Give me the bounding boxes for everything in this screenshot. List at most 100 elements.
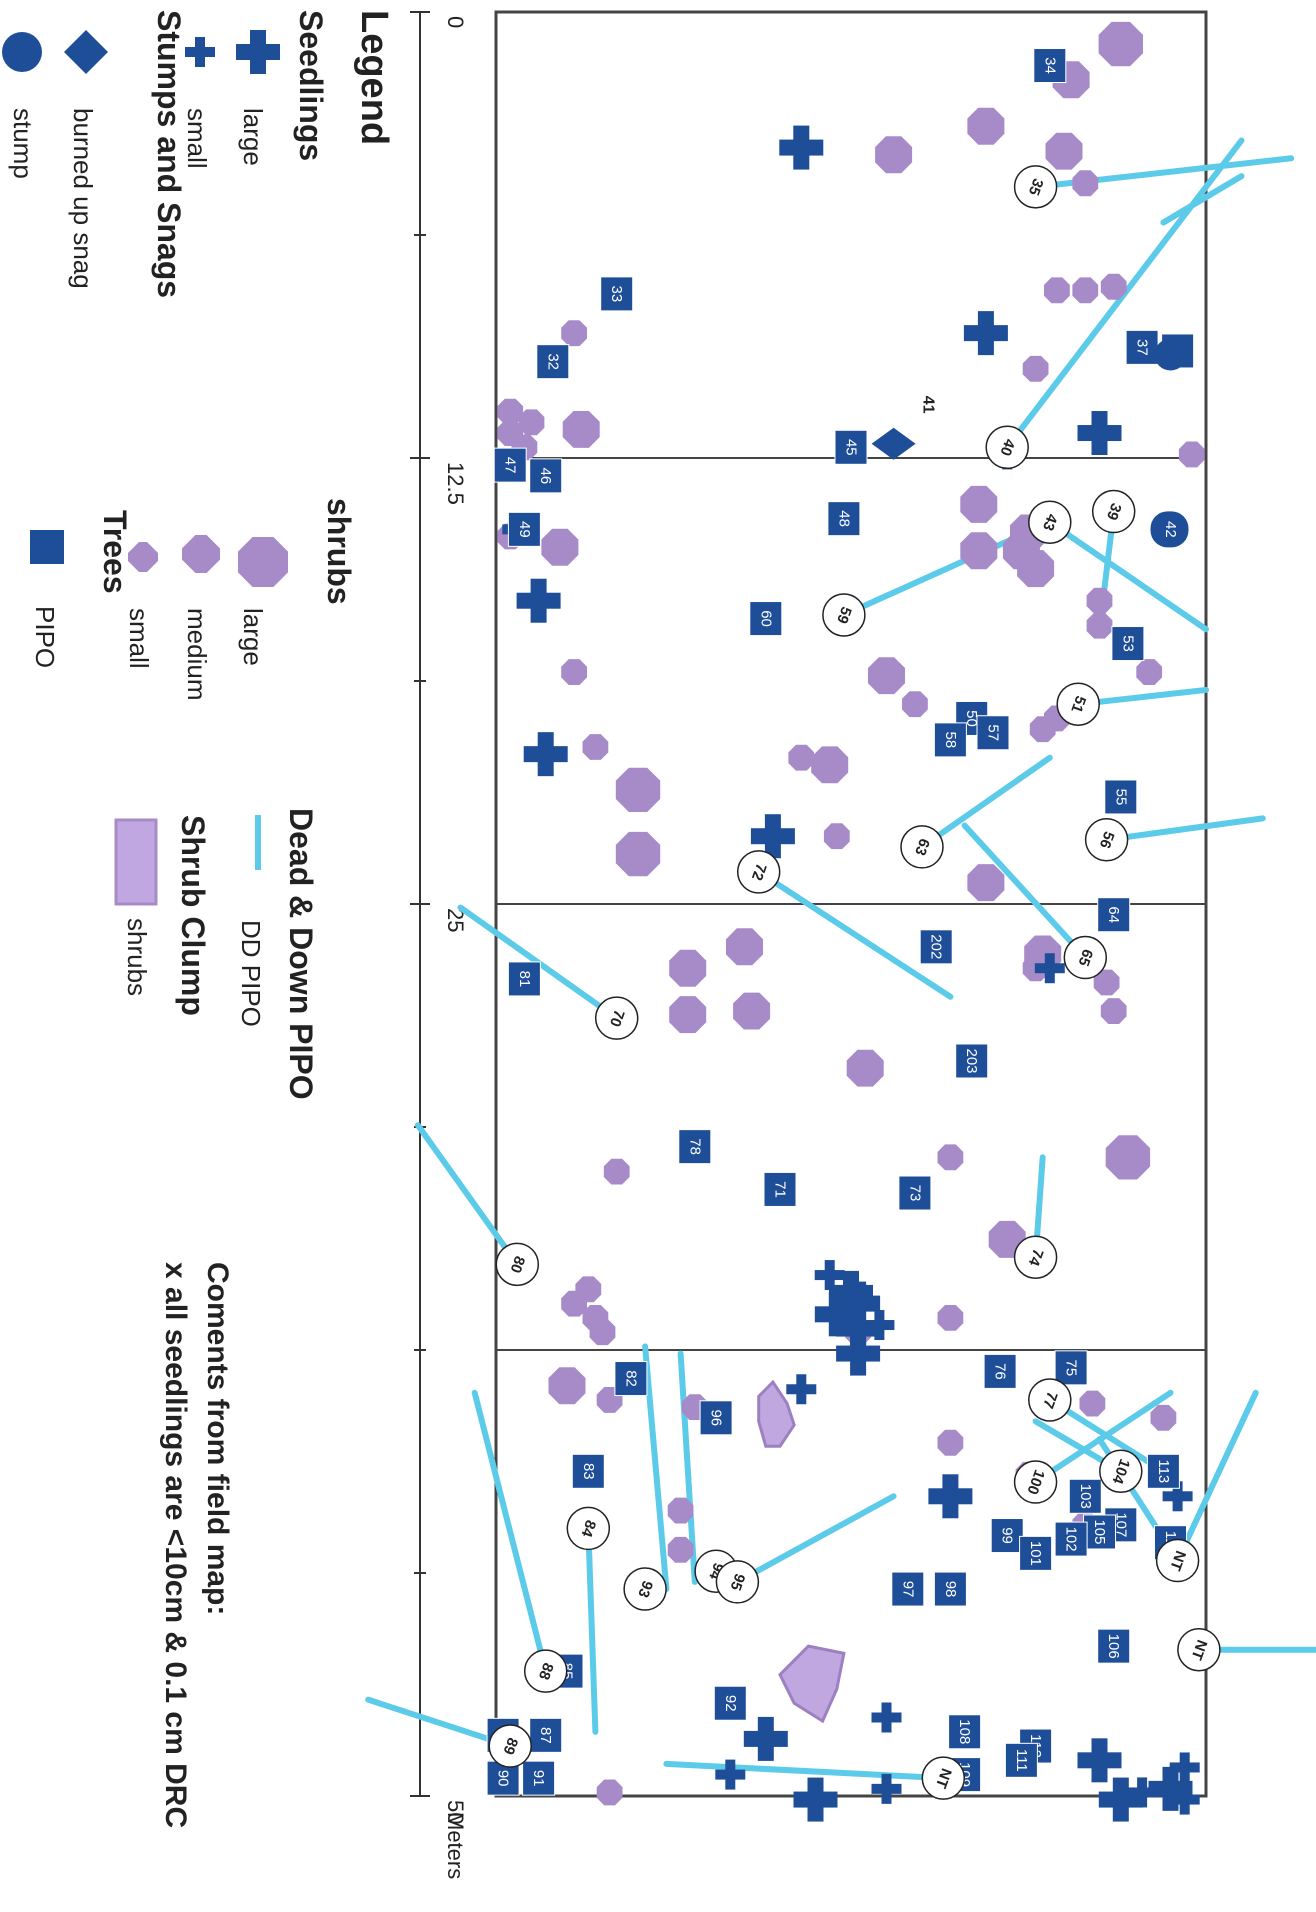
seedling-small: [1034, 953, 1065, 984]
shrub: [1044, 277, 1070, 304]
shrub: [875, 136, 913, 174]
dd-pipo-marker: 89: [488, 1724, 532, 1768]
pipo-tree-id: 203: [963, 1048, 980, 1073]
pipo-tree-square: [933, 1571, 967, 1607]
dd-pipo-marker: 88: [523, 1649, 568, 1693]
dd-pipo-line: [414, 1122, 521, 1268]
pipo-tree-square: [1111, 626, 1145, 662]
seedling-bar: [942, 1474, 959, 1519]
pipo-tree-id: 83: [580, 1463, 597, 1480]
seedling-large: [1098, 1777, 1143, 1822]
seedling-bar: [881, 1702, 892, 1733]
seedling-large: [1077, 411, 1122, 456]
shrub: [937, 1429, 964, 1456]
seedling-small: [814, 1260, 845, 1291]
dd-pipo-id: 89: [499, 1735, 521, 1756]
legend-title: Legend: [353, 10, 395, 145]
pipo-tree-square: [834, 429, 868, 465]
seedling-bar: [764, 814, 781, 859]
dd-pipo-circle: [1099, 1449, 1143, 1494]
seedling-small-label: small: [182, 108, 212, 169]
seedling-large: [793, 1777, 838, 1822]
shrub: [497, 398, 524, 425]
dd-pipo-marker: NT: [1177, 1627, 1221, 1672]
dead-down-points: 354039435951566372657074807710410084NT94…: [488, 165, 1221, 1800]
dd-pipo-circle: [715, 1560, 760, 1604]
pipo-tree-square: [699, 1400, 733, 1436]
dd-pipo-circle: [495, 1242, 540, 1287]
dd-pipo-circle: [736, 850, 781, 894]
pipo-tree-square: [898, 1175, 932, 1211]
pipo-tree-id: 106: [1105, 1634, 1122, 1659]
shrub: [667, 1536, 694, 1563]
seedling-bar: [850, 1331, 867, 1376]
seedling-bar: [977, 311, 994, 356]
pipo-tree-square: [1068, 1478, 1102, 1514]
pipo-tree-id: 105: [1091, 1519, 1108, 1544]
shrub: [596, 1779, 623, 1806]
shrub: [561, 1290, 587, 1317]
dd-pipo-id: 93: [634, 1578, 656, 1599]
pipo-tree-label: PIPO: [30, 606, 60, 668]
shrub: [561, 320, 587, 347]
shrub-large-icon: [238, 537, 288, 587]
pipo-tree-id: 32: [544, 353, 561, 370]
pipo-tree-id: 48: [835, 510, 852, 527]
stumps-heading: Stumps and Snags: [151, 10, 187, 298]
shrub-small-label: small: [124, 608, 154, 669]
shrub-clump-icon: [114, 818, 158, 906]
pipo-tree-id: 42: [1162, 521, 1179, 538]
dd-pipo-marker: 51: [1056, 682, 1100, 726]
seedling-large-label: large: [238, 108, 268, 166]
dd-pipo-marker: 93: [623, 1567, 667, 1611]
pipo-tree-square: [749, 601, 783, 637]
seedling-bar: [725, 1759, 736, 1790]
dd-pipo-id: 74: [1025, 1246, 1047, 1268]
seedling-bar: [757, 1716, 774, 1761]
seedling-large: [743, 1716, 788, 1761]
burned-snag-id: 41: [920, 396, 937, 414]
seedling-large: [779, 125, 824, 170]
pipo-tree-id: 55: [1112, 789, 1129, 806]
seedling-large: [928, 1474, 973, 1519]
shrub: [1093, 969, 1120, 996]
pipo-tree-id: 108: [956, 1719, 973, 1744]
dd-pipo-id: 72: [748, 861, 770, 882]
dd-pipo-id: 70: [606, 1007, 628, 1028]
dd-pipo-circle: [921, 1756, 966, 1800]
seedling-small: [1169, 1784, 1200, 1815]
shrub: [960, 532, 998, 570]
pipo-tree: 113: [1146, 1453, 1180, 1489]
shrubs-heading: shrubs: [321, 498, 357, 605]
shrub: [1150, 1404, 1177, 1431]
shrub: [1086, 587, 1113, 614]
pipo-tree: 46: [529, 458, 563, 494]
seedling-bar: [1179, 1784, 1190, 1815]
axis-unit-label: Meters: [443, 1812, 468, 1879]
seedling-bar: [537, 732, 554, 777]
seedling-bar: [1091, 411, 1108, 456]
shrub: [541, 528, 579, 566]
dd-pipo-id: 65: [1074, 947, 1096, 968]
pipo-tree: 111: [1004, 1742, 1038, 1778]
shrub: [788, 744, 815, 771]
shrub: [561, 659, 587, 685]
shrub: [603, 1158, 630, 1185]
pipo-tree: 64: [1097, 897, 1131, 933]
shrub: [1029, 716, 1056, 743]
pipo-tree: 96: [699, 1400, 733, 1436]
seedling-bar: [881, 1773, 892, 1804]
dd-pipo-circle: [623, 1567, 667, 1611]
dd-pipo-circle: [1063, 935, 1108, 980]
legend: Legend Seedlings large small Stumps and …: [2, 10, 395, 1100]
shrub: [1086, 612, 1113, 639]
pipo-tree-square: [1097, 1628, 1131, 1664]
shrub: [1022, 355, 1049, 382]
pipo-tree: 32: [536, 344, 570, 380]
trees: 3433323738454746484960535057585564202812…: [486, 48, 1195, 1796]
pipo-tree-square: [1004, 1742, 1038, 1778]
seedling-large: [963, 311, 1008, 356]
pipo-tree: 48: [827, 501, 861, 537]
pipo-tree: 203: [955, 1043, 989, 1079]
